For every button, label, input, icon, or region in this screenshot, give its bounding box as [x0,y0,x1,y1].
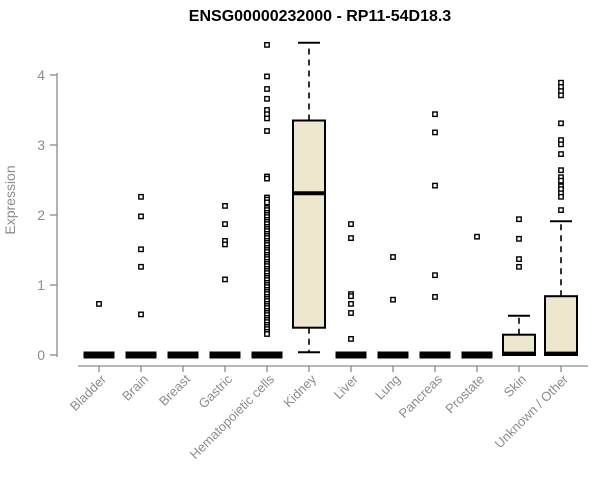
outlier-point [558,167,564,174]
outlier-point [264,42,270,48]
outlier-point [348,310,354,316]
collapsed-box [377,351,409,359]
outlier-point [222,221,228,227]
x-category-label: Gastric [195,371,235,411]
x-category-label: Brain [119,372,151,404]
outlier-point [432,129,438,136]
outlier-point [516,256,522,262]
box [292,119,326,329]
collapsed-box [461,351,493,359]
outlier-point [558,141,564,148]
outlier-point [264,73,270,80]
collapsed-box [209,351,241,359]
outlier-point [558,207,564,213]
x-category-label: Skin [501,372,529,400]
boxplot-liver [335,221,367,359]
collapsed-box [125,351,157,359]
x-category-label: Pancreas [396,371,446,421]
outlier-point [558,193,564,200]
outlier-point [348,336,354,342]
boxplot-hematopoietic-cells [251,42,283,359]
outlier-point [222,276,228,283]
boxplot-pancreas [419,111,451,359]
collapsed-box [83,351,115,359]
outlier-point [138,263,144,270]
outlier-point [264,95,270,102]
outlier-point [138,311,144,318]
boxplot-skin [502,216,536,357]
outlier-point [348,301,354,307]
boxplot-unknown-other [544,79,578,357]
outlier-point [432,182,438,189]
outlier-point [516,216,522,223]
outlier-point [432,111,438,118]
y-tick-label: 2 [37,207,45,223]
outlier-point [516,235,522,242]
boxplot-breast [167,351,199,359]
outlier-point [516,263,522,270]
outlier-point [264,331,270,337]
boxplot-gastric [209,202,241,359]
x-category-label: Liver [331,371,362,402]
collapsed-box [167,351,199,359]
y-tick-label: 3 [37,137,45,153]
boxplot-kidney [292,41,326,354]
outlier-point [558,151,564,157]
outlier-point [138,193,144,200]
outlier-point [264,199,270,206]
x-category-label: Kidney [280,371,319,410]
outlier-point [558,120,564,127]
collapsed-box [419,351,451,359]
box [544,295,578,357]
outlier-point [474,233,480,240]
y-tick-label: 0 [37,347,45,363]
y-tick-label: 1 [37,277,45,293]
outlier-point [348,293,354,300]
outlier-point [222,202,228,209]
boxplot-lung [377,254,409,359]
outlier-point [222,241,228,248]
outlier-point [390,296,396,303]
boxplot-prostate [461,233,493,359]
x-category-label: Unknown / Other [492,371,572,451]
y-axis-title: Expression [2,165,18,234]
y-tick-label: 4 [37,67,45,83]
outlier-point [264,86,270,92]
boxplot-bladder [83,301,115,359]
collapsed-box [251,351,283,359]
outlier-point [432,272,438,279]
x-category-label: Lung [372,372,403,403]
outlier-point [432,294,438,300]
boxplot-brain [125,193,157,359]
outlier-point [348,235,354,241]
collapsed-box [335,351,367,359]
outlier-point [264,128,270,134]
chart-title: ENSG00000232000 - RP11-54D18.3 [188,8,452,25]
outlier-point [138,213,144,220]
x-category-label: Breast [156,371,193,408]
x-category-label: Prostate [442,372,487,417]
outlier-point [558,92,564,99]
outlier-point [348,221,354,227]
outlier-point [264,175,270,182]
outlier-point [138,246,144,253]
outlier-point [390,254,396,260]
outlier-point [264,115,270,122]
x-category-label: Bladder [67,371,110,414]
outlier-point [558,177,564,184]
outlier-point [96,301,102,307]
